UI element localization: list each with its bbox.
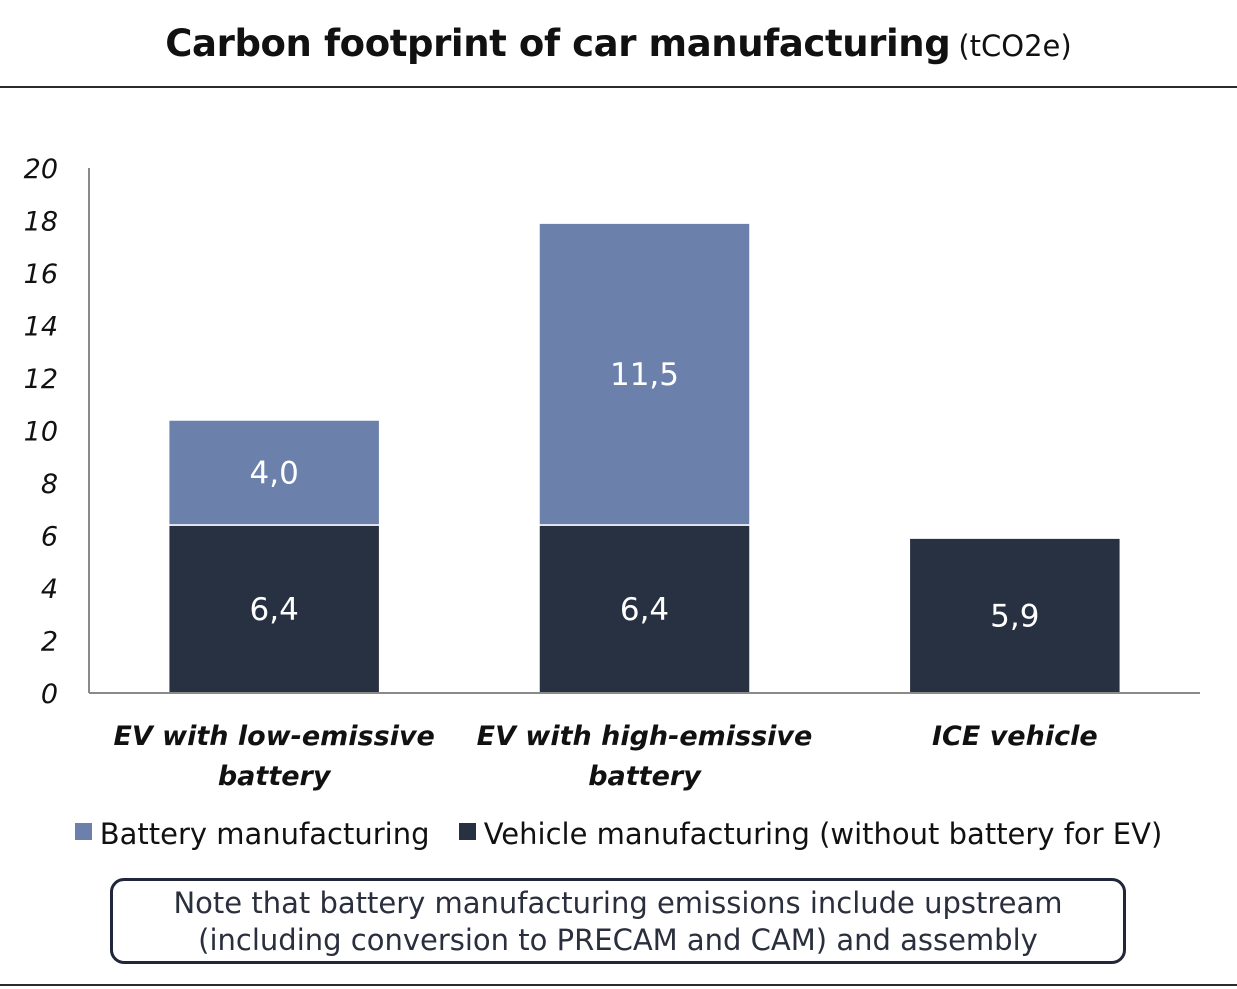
- note-line-2: (including conversion to PRECAM and CAM)…: [113, 922, 1123, 959]
- bar-value-label: 4,0: [250, 456, 299, 492]
- x-category-label: battery: [218, 761, 332, 792]
- legend-item-vehicle: Vehicle manufacturing (without battery f…: [459, 817, 1163, 851]
- legend-label-vehicle: Vehicle manufacturing (without battery f…: [484, 817, 1163, 851]
- note-box: Note that battery manufacturing emission…: [110, 878, 1126, 964]
- y-tick-label: 10: [24, 417, 58, 448]
- note-line-1: Note that battery manufacturing emission…: [113, 885, 1123, 922]
- legend-item-battery: Battery manufacturing: [75, 817, 430, 851]
- x-category-label: EV with low-emissive: [113, 721, 434, 752]
- y-tick-label: 6: [41, 522, 58, 553]
- y-tick-label: 0: [41, 679, 58, 710]
- bar-chart: 0 2 4 6 8 10 12 14 16 18 20 6,4 4,0 EV with low-emiss…: [0, 0, 1237, 810]
- y-tick-label: 12: [24, 364, 58, 395]
- bar-value-label: 11,5: [610, 357, 679, 393]
- y-tick-label: 18: [24, 207, 58, 238]
- legend-swatch-vehicle: [459, 823, 476, 840]
- y-tick-label: 20: [24, 154, 58, 185]
- bottom-divider: [0, 984, 1237, 986]
- legend-swatch-battery: [75, 823, 92, 840]
- bar-value-label: 6,4: [620, 592, 669, 628]
- x-category-label: battery: [588, 761, 702, 792]
- x-category-label: ICE vehicle: [932, 721, 1098, 752]
- y-tick-label: 8: [41, 469, 58, 500]
- x-category-label: EV with high-emissive: [477, 721, 813, 752]
- y-tick-label: 14: [24, 312, 58, 343]
- y-tick-label: 16: [24, 259, 58, 290]
- legend-label-battery: Battery manufacturing: [100, 817, 430, 851]
- y-tick-label: 4: [41, 574, 58, 605]
- bar-value-label: 5,9: [990, 599, 1039, 635]
- chart-legend: Battery manufacturing Vehicle manufactur…: [0, 817, 1237, 851]
- y-tick-label: 2: [41, 627, 58, 658]
- bar-value-label: 6,4: [250, 592, 299, 628]
